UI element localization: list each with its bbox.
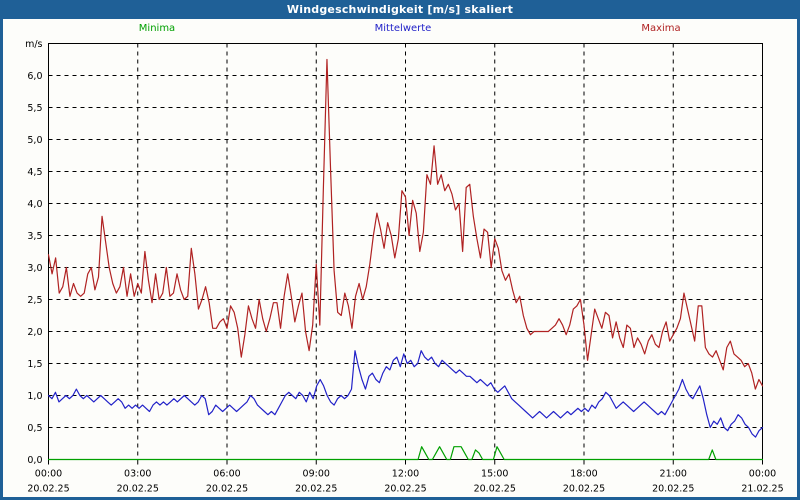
legend-item-minima: Minima	[107, 22, 207, 36]
y-axis-tick-label: 5,5	[27, 103, 42, 114]
plot-area: 0,0 0,5 1,0 1,5 2,0 2,5 3,0 3,5 4,0 4,5 5,0 5,5 6,0 m…	[3, 0, 800, 500]
x-axis-date-label: 20.02.25	[117, 484, 159, 495]
y-axis-tick-label: 0,0	[27, 455, 42, 466]
x-axis-time-label: 21:00	[660, 469, 687, 480]
x-axis-date-label: 21.02.25	[741, 484, 783, 495]
legend-label-maxima: Maxima	[641, 23, 681, 34]
x-axis-time-label: 15:00	[481, 469, 508, 480]
x-axis-date-label: 20.02.25	[563, 484, 605, 495]
x-axis-time-label: 18:00	[570, 469, 597, 480]
y-axis-tick-label: 4,0	[27, 199, 42, 210]
x-axis-time-label: 06:00	[213, 469, 240, 480]
x-axis-date-label: 20.02.25	[652, 484, 694, 495]
x-axis-date-label: 20.02.25	[384, 484, 426, 495]
x-axis-date-label: 20.02.25	[206, 484, 248, 495]
window-title: Windgeschwindigkeit [m/s] skaliert	[286, 3, 514, 16]
x-axis-time-label: 09:00	[303, 469, 330, 480]
y-axis-tick-label: 2,5	[27, 295, 42, 306]
y-axis-tick-label: 1,0	[27, 391, 42, 402]
series-line-mittelwerte	[47, 350, 764, 438]
y-axis-tick-label: 6,0	[27, 71, 42, 82]
x-axis-time-label: 00:00	[35, 469, 62, 480]
x-axis-time-label: 03:00	[124, 469, 151, 480]
y-axis-tick-label: 0,5	[27, 423, 42, 434]
y-axis-tick-label: 2,0	[27, 327, 42, 338]
y-axis-tick-label: 1,5	[27, 359, 42, 370]
y-axis-tick-label: 3,5	[27, 231, 42, 242]
y-axis-tick-label: 3,0	[27, 263, 42, 274]
y-axis-unit-label: m/s	[25, 39, 42, 50]
legend-item-maxima: Maxima	[611, 22, 711, 36]
x-axis-date-label: 20.02.25	[474, 484, 516, 495]
series-line-maxima	[47, 58, 764, 390]
chart-svg: 0,0 0,5 1,0 1,5 2,0 2,5 3,0 3,5 4,0 4,5 5,0 5,5 6,0 m…	[25, 39, 784, 495]
x-axis-date-label: 20.02.25	[27, 484, 69, 495]
legend-item-mittelwerte: Mittelwerte	[343, 22, 463, 36]
legend-label-mittelwerte: Mittelwerte	[374, 23, 432, 34]
series-line-minima	[47, 446, 764, 461]
y-axis-tick-label: 4,5	[27, 167, 42, 178]
x-axis-time-label: 00:00	[749, 469, 776, 480]
y-axis-tick-label: 5,0	[27, 135, 42, 146]
x-axis-date-label: 20.02.25	[295, 484, 337, 495]
window-title-bar: Windgeschwindigkeit [m/s] skaliert	[0, 0, 800, 19]
x-axis-time-label: 12:00	[392, 469, 419, 480]
legend-label-minima: Minima	[138, 23, 176, 34]
